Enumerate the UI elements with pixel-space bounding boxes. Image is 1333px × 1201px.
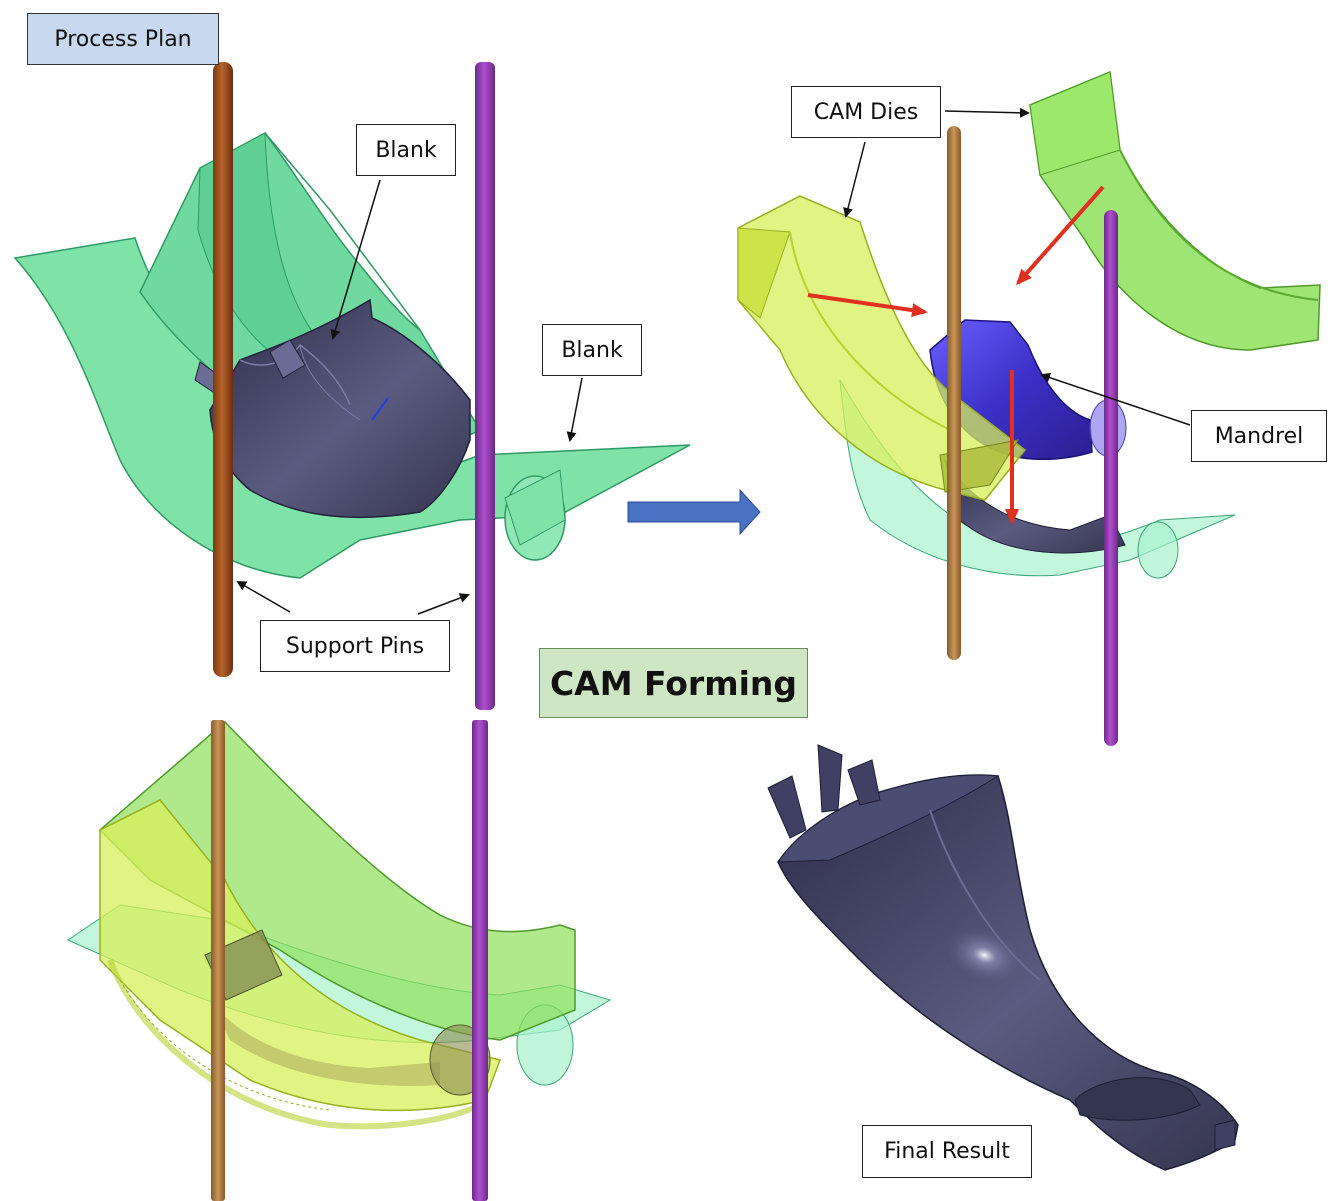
support-pin-left	[213, 62, 233, 677]
motion-arrow-left-die	[807, 293, 928, 318]
support-pin-right-forming	[472, 720, 488, 1201]
cam-dies-view	[737, 70, 1321, 746]
final-result-label: Final Result	[862, 1125, 1032, 1178]
support-pin-right	[475, 62, 495, 710]
blank-label-right: Blank	[542, 324, 642, 376]
forming-die-yellow	[99, 799, 501, 1112]
setup-view	[13, 62, 691, 710]
leader-lines	[236, 107, 1191, 615]
lower-die-translucent	[839, 379, 1236, 577]
motion-arrow-right-die	[1016, 185, 1105, 286]
process-plan-label: Process Plan	[27, 13, 219, 65]
mandrel-label: Mandrel	[1191, 410, 1327, 462]
blank-label-top: Blank	[356, 124, 456, 176]
transition-arrow	[627, 488, 761, 536]
forming-view	[66, 720, 612, 1201]
support-pin-left-cam	[947, 126, 961, 660]
cam-dies-label: CAM Dies	[791, 86, 941, 138]
cam-forming-label: CAM Forming	[539, 648, 808, 718]
support-pin-left-forming	[211, 720, 225, 1201]
support-pin-right-cam	[1104, 210, 1118, 746]
support-pins-label: Support Pins	[260, 620, 450, 672]
final-result-part	[767, 744, 1239, 1171]
